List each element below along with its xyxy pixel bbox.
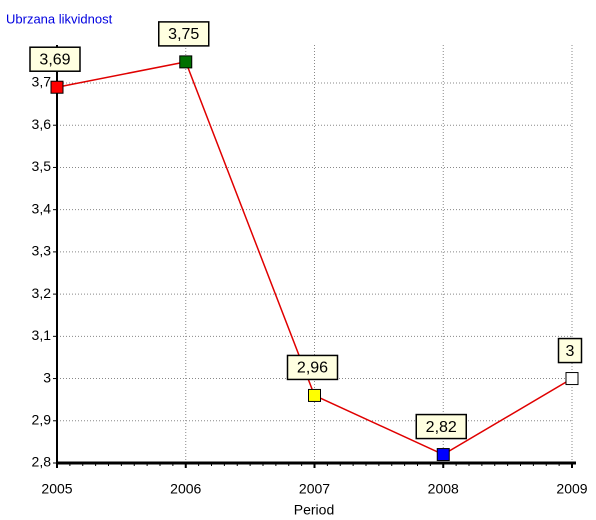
data-label-box (557, 337, 583, 364)
marker (436, 448, 450, 462)
data-label: 2,82 (426, 419, 457, 436)
x-tick-label: 2007 (299, 481, 330, 497)
data-label: 3,75 (168, 26, 199, 43)
x-tick-label: 2005 (41, 481, 72, 497)
y-tick-label: 3,3 (32, 243, 52, 259)
y-tick-label: 3,7 (32, 74, 52, 90)
y-tick-label: 3,6 (32, 116, 52, 132)
data-label-box (415, 413, 467, 440)
data-label-box (29, 46, 81, 72)
y-tick-label: 3,5 (32, 158, 52, 174)
marker (179, 55, 193, 69)
marker (565, 372, 579, 386)
data-label-box (158, 21, 210, 47)
data-label: 3 (566, 343, 575, 360)
chart-title: Ubrzana likvidnost (6, 11, 113, 26)
y-tick-label: 3 (43, 369, 51, 385)
data-label-box (286, 354, 339, 381)
data-label: 3,69 (39, 51, 70, 68)
x-tick-label: 2009 (556, 481, 587, 497)
marker (50, 80, 64, 94)
y-tick-label: 3,2 (32, 285, 52, 301)
x-axis-label: Period (294, 502, 334, 518)
x-tick-label: 2008 (428, 481, 459, 497)
x-tick-label: 2006 (170, 481, 201, 497)
data-label: 2,96 (297, 360, 328, 377)
marker (308, 388, 321, 402)
y-tick-label: 3,1 (32, 327, 52, 343)
y-tick-label: 2,9 (32, 411, 52, 427)
y-tick-label: 2,8 (32, 454, 52, 470)
y-tick-label: 3,4 (32, 200, 52, 216)
